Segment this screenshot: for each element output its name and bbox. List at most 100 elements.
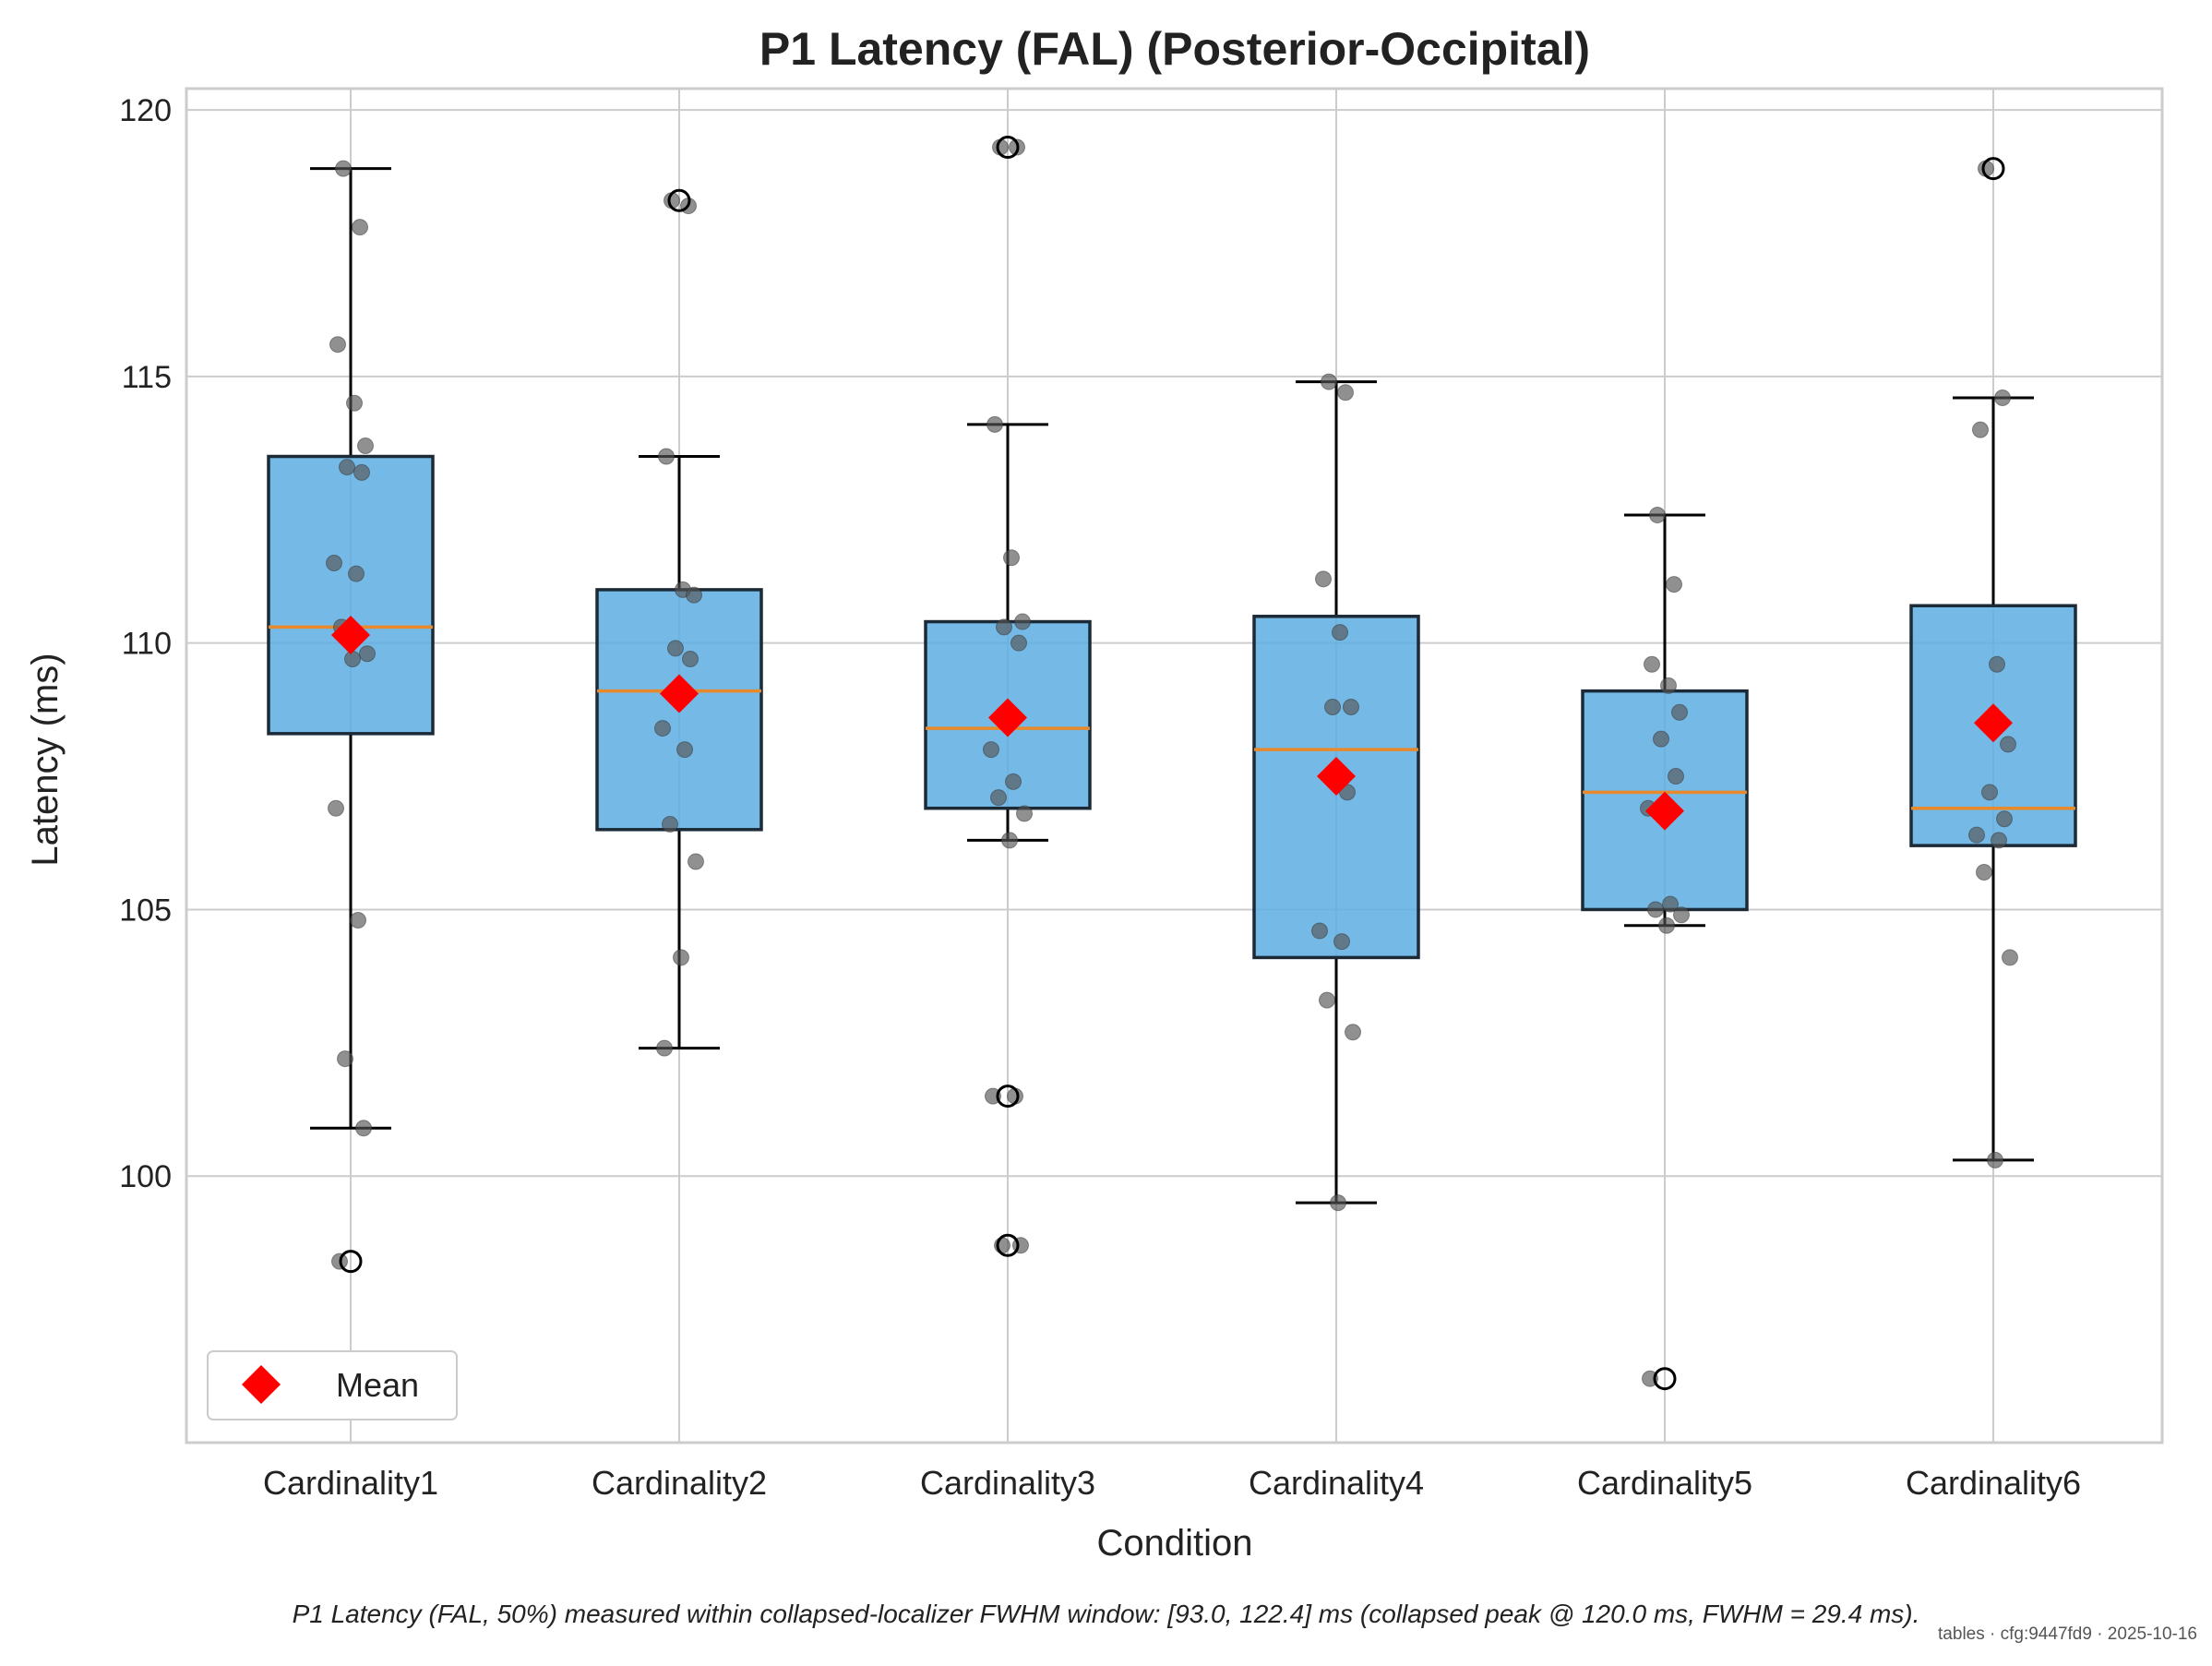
data-point bbox=[688, 853, 704, 870]
legend-mean-marker bbox=[242, 1365, 281, 1404]
data-point bbox=[662, 816, 678, 833]
data-point bbox=[1001, 832, 1018, 849]
plot-area-frame bbox=[185, 87, 2164, 1444]
outlier-marker bbox=[667, 188, 691, 212]
data-point bbox=[1991, 832, 2007, 849]
data-point bbox=[986, 415, 1003, 433]
data-point bbox=[686, 586, 702, 604]
data-point bbox=[1662, 895, 1679, 913]
data-point bbox=[326, 555, 342, 572]
outlier-marker bbox=[996, 1085, 1020, 1109]
y-tick-label: 105 bbox=[119, 893, 172, 928]
build-stamp: tables · cfg:9447fd9 · 2025-10-16 bbox=[1938, 1624, 2197, 1644]
data-point bbox=[352, 219, 368, 236]
data-point bbox=[654, 720, 671, 737]
data-point bbox=[2000, 736, 2016, 753]
mean-marker bbox=[988, 698, 1027, 737]
data-point bbox=[1968, 826, 1985, 844]
data-point bbox=[1319, 991, 1335, 1009]
mean-marker bbox=[660, 674, 699, 713]
data-point bbox=[1345, 1024, 1361, 1041]
data-point bbox=[1343, 698, 1359, 715]
data-point bbox=[1666, 576, 1682, 593]
mean-marker bbox=[1317, 757, 1356, 797]
data-point bbox=[1976, 864, 1992, 881]
box-cardinality6 bbox=[1909, 396, 2077, 1162]
data-point bbox=[355, 1120, 372, 1137]
data-point bbox=[996, 618, 1012, 636]
outlier-marker bbox=[339, 1250, 363, 1274]
outlier-marker bbox=[996, 1233, 1020, 1257]
data-point bbox=[1989, 655, 2005, 673]
data-point bbox=[1321, 373, 1337, 390]
mean-marker bbox=[331, 615, 370, 654]
outlier-marker bbox=[996, 136, 1020, 160]
data-point bbox=[337, 1050, 353, 1068]
data-point bbox=[2002, 949, 2018, 966]
x-tick-label: Cardinality1 bbox=[263, 1464, 438, 1502]
y-tick-label: 120 bbox=[119, 93, 172, 128]
data-point bbox=[1311, 922, 1328, 940]
data-point bbox=[983, 741, 999, 759]
data-point bbox=[335, 160, 352, 177]
data-point bbox=[1647, 901, 1664, 918]
data-point bbox=[1332, 624, 1348, 641]
data-point bbox=[350, 911, 366, 929]
data-point bbox=[673, 949, 689, 966]
box-cardinality1 bbox=[267, 167, 435, 1130]
outlier-marker bbox=[1981, 157, 2005, 181]
data-point bbox=[658, 448, 675, 465]
data-points bbox=[326, 136, 2018, 1391]
legend-frame bbox=[207, 1350, 458, 1420]
iqr-box bbox=[267, 454, 435, 736]
data-point bbox=[1671, 703, 1688, 721]
data-point bbox=[328, 799, 344, 817]
data-point bbox=[346, 394, 363, 412]
data-point bbox=[1016, 805, 1033, 822]
box-series bbox=[267, 167, 2077, 1205]
data-point bbox=[990, 789, 1007, 807]
data-point bbox=[1987, 1151, 2003, 1169]
figure-caption: P1 Latency (FAL, 50%) measured within co… bbox=[292, 1600, 1920, 1628]
data-point bbox=[1972, 421, 1989, 438]
data-point bbox=[1649, 507, 1666, 524]
legend: Mean bbox=[207, 1350, 458, 1420]
data-point bbox=[667, 640, 684, 657]
data-point bbox=[1653, 730, 1669, 748]
y-axis-label: Latency (ms) bbox=[25, 653, 66, 866]
x-tick-label: Cardinality5 bbox=[1577, 1464, 1752, 1502]
data-point bbox=[1337, 384, 1354, 402]
outlier-marker bbox=[1653, 1367, 1677, 1391]
data-point bbox=[1660, 677, 1677, 694]
axis-tick-labels: 100 105 110 115 120 Cardinality1 Cardinality2 C… bbox=[119, 93, 2081, 1502]
data-point bbox=[1673, 906, 1690, 924]
data-point bbox=[1981, 784, 1998, 801]
data-point bbox=[1014, 613, 1031, 630]
data-point bbox=[353, 463, 370, 481]
data-point bbox=[1005, 773, 1022, 790]
y-tick-label: 100 bbox=[119, 1159, 172, 1194]
data-point bbox=[1003, 549, 1020, 567]
y-tick-label: 115 bbox=[122, 360, 172, 395]
data-point bbox=[344, 650, 361, 667]
x-axis-label: Condition bbox=[1096, 1523, 1252, 1564]
data-point bbox=[339, 459, 355, 476]
x-tick-label: Cardinality3 bbox=[920, 1464, 1095, 1502]
legend-mean-label: Mean bbox=[336, 1366, 419, 1404]
grid-lines bbox=[186, 89, 2162, 1443]
data-point bbox=[1644, 655, 1660, 673]
data-point bbox=[1658, 917, 1675, 934]
box-cardinality5 bbox=[1581, 513, 1749, 928]
x-tick-label: Cardinality2 bbox=[592, 1464, 767, 1502]
data-point bbox=[676, 741, 693, 759]
data-point bbox=[357, 437, 374, 454]
data-point bbox=[656, 1039, 673, 1057]
x-tick-label: Cardinality4 bbox=[1249, 1464, 1424, 1502]
data-point bbox=[1010, 634, 1027, 652]
chart-title: P1 Latency (FAL) (Posterior-Occipital) bbox=[759, 23, 1590, 75]
data-point bbox=[1333, 933, 1350, 951]
data-point bbox=[1994, 389, 2011, 406]
data-point bbox=[359, 645, 376, 663]
data-point bbox=[1324, 698, 1341, 715]
